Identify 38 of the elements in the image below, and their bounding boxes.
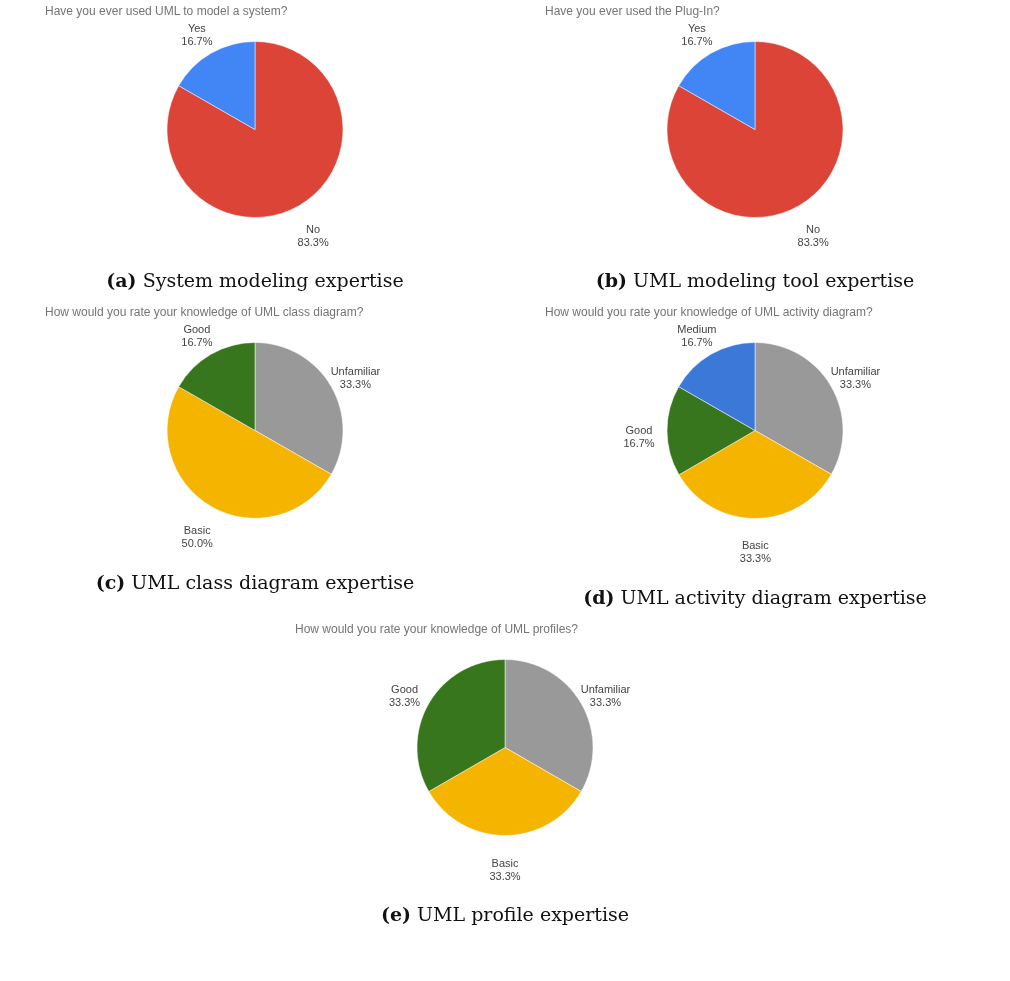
chart-title: How would you rate your knowledge of UML class diagram? xyxy=(45,305,364,319)
chart-title: How would you rate your knowledge of UML activity diagram? xyxy=(545,305,874,319)
text: (c) UML class diagram expertise xyxy=(95,571,415,593)
text: (d) UML activity diagram expertise xyxy=(583,586,927,608)
slice-label: Unfamiliar xyxy=(330,365,381,378)
data-label: 16.7% xyxy=(681,336,713,349)
slice-label: Basic xyxy=(183,524,212,537)
slice-label: Unfamiliar xyxy=(830,365,881,378)
slice-label: Unfamiliar xyxy=(580,682,631,695)
slice-label: Yes xyxy=(687,22,707,35)
chart-title: How would you rate your knowledge of UML profiles? xyxy=(295,622,579,636)
text: (a) System modeling expertise xyxy=(106,269,404,291)
data-label: 33.3% xyxy=(739,552,772,565)
data-label: 16.7% xyxy=(181,35,213,48)
slice-label: Good xyxy=(625,423,653,436)
data-label: 83.3% xyxy=(297,235,329,248)
data-label: 33.3% xyxy=(489,869,521,882)
data-label: 16.7% xyxy=(181,336,213,349)
data-label: 50.0% xyxy=(181,537,214,550)
chart-title: Have you ever used the Plug-In? xyxy=(545,4,721,18)
slice-label: No xyxy=(306,222,321,235)
slice-label: No xyxy=(806,222,821,235)
chart-title: Have you ever used UML to model a system? xyxy=(45,4,288,18)
data-label: 33.3% xyxy=(839,378,872,391)
data-label: 16.7% xyxy=(681,35,713,48)
slice-label: Basic xyxy=(741,539,770,552)
slice-label: Yes xyxy=(187,22,207,35)
data-label: 33.3% xyxy=(589,695,622,708)
data-label: 33.3% xyxy=(339,378,372,391)
text: (b) UML modeling tool expertise xyxy=(595,269,915,291)
slice-label: Good xyxy=(391,682,418,695)
data-label: 33.3% xyxy=(388,695,421,708)
slice-label: Good xyxy=(183,323,211,336)
slice-label: Medium xyxy=(677,323,717,336)
data-label: 16.7% xyxy=(623,436,655,449)
text: (e) UML profile expertise xyxy=(380,903,630,925)
data-label: 83.3% xyxy=(797,235,829,248)
slice-label: Basic xyxy=(491,856,519,869)
